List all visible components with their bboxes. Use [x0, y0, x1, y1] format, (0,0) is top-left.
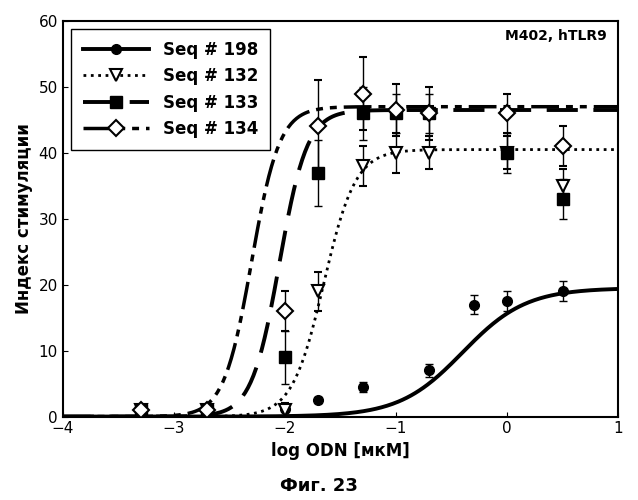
Y-axis label: Индекс стимуляции: Индекс стимуляции	[15, 124, 33, 314]
Text: M402, hTLR9: M402, hTLR9	[505, 29, 607, 43]
Legend: Seq # 198, Seq # 132, Seq # 133, Seq # 134: Seq # 198, Seq # 132, Seq # 133, Seq # 1…	[71, 30, 270, 150]
X-axis label: log ODN [мкМ]: log ODN [мкМ]	[271, 442, 410, 460]
Text: Фиг. 23: Фиг. 23	[280, 477, 358, 495]
